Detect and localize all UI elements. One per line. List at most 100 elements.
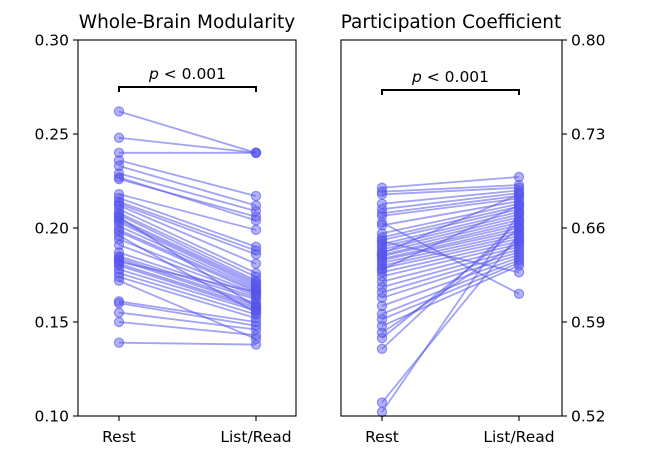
- modularity-point-listread: [250, 147, 262, 158]
- participation-pair-line: [381, 176, 520, 189]
- participation-point-listread: [513, 244, 525, 255]
- participation-pair-line: [381, 251, 520, 294]
- modularity-pair-line: [118, 212, 257, 278]
- participation-point-listread: [513, 229, 525, 240]
- modularity-pair-line: [118, 268, 257, 312]
- participation-y-tick-label: 0.59: [571, 314, 606, 332]
- modularity-pair-line: [118, 110, 257, 154]
- modularity-point-rest: [113, 271, 125, 283]
- modularity-pair-line: [118, 276, 257, 320]
- modularity-pair-line: [118, 217, 257, 284]
- modularity-point-rest: [113, 192, 125, 204]
- participation-point-listread: [513, 189, 525, 200]
- participation-point-rest: [376, 281, 388, 293]
- modularity-pair-line: [118, 165, 257, 207]
- participation-point-rest: [376, 236, 388, 247]
- modularity-point-listread: [250, 211, 262, 222]
- participation-pair-line: [381, 197, 520, 217]
- participation-point-rest: [376, 397, 388, 408]
- modularity-point-rest: [113, 316, 125, 328]
- modularity-point-listread: [250, 307, 262, 318]
- participation-point-rest: [376, 248, 388, 259]
- modularity-x-axis: Rest List/Read: [102, 416, 292, 446]
- participation-pair-line: [381, 211, 520, 245]
- participation-x-tick-label: Rest: [365, 428, 399, 446]
- modularity-y-tick-label: 0.30: [34, 32, 69, 50]
- modularity-point-rest: [113, 173, 125, 185]
- participation-pair-line: [381, 243, 520, 278]
- modularity-pair-line: [118, 300, 257, 323]
- modularity-pair-line: [118, 279, 257, 340]
- modularity-pair-line: [118, 302, 257, 327]
- modularity-y-tick-label: 0.15: [34, 314, 69, 332]
- modularity-point-rest: [113, 260, 125, 271]
- participation-point-rest: [376, 189, 388, 200]
- modularity-point-rest: [113, 264, 125, 275]
- participation-point-listread: [513, 199, 525, 211]
- modularity-point-rest: [113, 230, 125, 241]
- participation-point-rest: [376, 308, 388, 320]
- modularity-point-rest: [113, 168, 125, 179]
- modularity-pair-line: [118, 172, 257, 212]
- modularity-p-value-label: p < 0.001: [148, 65, 226, 83]
- modularity-pair-line: [118, 272, 257, 316]
- modularity-y-tick-label: 0.10: [34, 408, 69, 426]
- modularity-point-listread: [250, 241, 262, 252]
- participation-y-axis: 0.52 0.59 0.66 0.73 0.80: [562, 32, 606, 426]
- participation-point-rest: [376, 292, 388, 304]
- participation-pair-line: [381, 193, 520, 255]
- participation-y-tick-label: 0.52: [571, 408, 606, 426]
- participation-y-tick-label: 0.73: [571, 126, 606, 144]
- modularity-x-tick-label: List/Read: [220, 428, 291, 446]
- participation-point-rest: [376, 276, 388, 287]
- modularity-point-listread: [250, 333, 262, 345]
- participation-pair-line: [381, 240, 520, 274]
- modularity-pair-line: [118, 197, 257, 248]
- participation-point-rest: [376, 332, 388, 344]
- participation-point-listread: [513, 252, 525, 263]
- modularity-pair-line: [118, 159, 257, 197]
- modularity-pair-line: [118, 229, 257, 291]
- participation-title: Participation Coefficient: [341, 12, 562, 33]
- modularity-point-listread: [250, 245, 262, 256]
- participation-pair-line: [381, 234, 520, 404]
- participation-point-rest: [376, 406, 388, 418]
- modularity-point-listread: [250, 224, 262, 236]
- modularity-pair-line: [118, 202, 257, 256]
- participation-pair-line: [381, 186, 520, 196]
- participation-y-tick-label: 0.80: [571, 32, 606, 50]
- participation-pair-line: [381, 240, 520, 334]
- participation-point-listread: [513, 241, 525, 252]
- participation-point-listread: [513, 171, 525, 183]
- modularity-point-rest: [113, 160, 125, 172]
- modularity-point-listread: [250, 190, 262, 202]
- modularity-point-rest: [113, 226, 125, 237]
- modularity-pair-line: [118, 215, 257, 308]
- participation-pair-line: [381, 192, 520, 211]
- modularity-y-tick-label: 0.20: [34, 220, 69, 238]
- modularity-point-rest: [113, 155, 125, 166]
- participation-pair-line: [381, 202, 520, 235]
- participation-pair-line: [381, 227, 520, 260]
- modularity-point-listread: [250, 286, 262, 298]
- modularity-pair-line: [118, 221, 257, 288]
- modularity-pair-line: [118, 257, 257, 305]
- modularity-pair-line: [118, 208, 257, 274]
- modularity-point-listread: [250, 339, 262, 350]
- modularity-marks: [113, 106, 262, 350]
- modularity-pair-line: [118, 341, 257, 346]
- modularity-title: Whole-Brain Modularity: [79, 12, 295, 33]
- modularity-pair-line: [118, 234, 257, 314]
- participation-pair-line: [381, 229, 520, 262]
- modularity-annotation: p < 0.001: [118, 65, 257, 92]
- modularity-y-axis: 0.10 0.15 0.20 0.25 0.30: [34, 32, 78, 426]
- modularity-pair-line: [118, 214, 257, 282]
- participation-pair-line: [381, 221, 520, 256]
- participation-pair-line: [381, 224, 520, 258]
- modularity-significance-bracket: [118, 86, 257, 92]
- participation-pair-line: [381, 189, 520, 205]
- participation-point-rest: [376, 300, 388, 312]
- participation-point-listread: [513, 288, 525, 299]
- participation-x-axis: Rest List/Read: [365, 416, 555, 446]
- modularity-point-listread: [250, 258, 262, 269]
